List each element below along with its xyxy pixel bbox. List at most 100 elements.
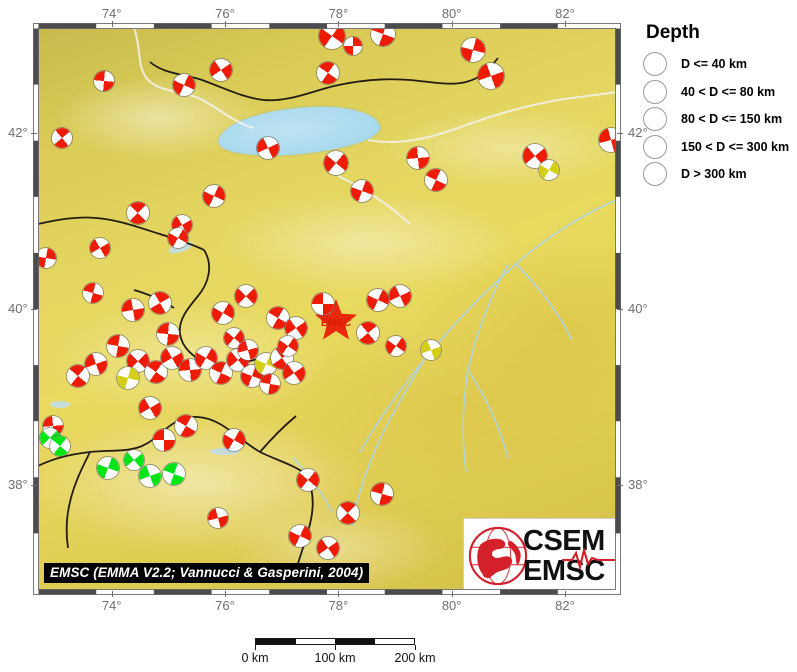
scale-bar-segment <box>335 639 375 644</box>
focal-mechanism-beachball <box>124 450 144 470</box>
lat-tick-label: 42° <box>628 125 648 141</box>
lon-tick-label: 78° <box>328 598 349 613</box>
focal-mechanism-beachball <box>425 169 447 191</box>
focal-mechanism-beachball <box>139 465 161 487</box>
focal-mechanism-beachball <box>67 365 89 387</box>
legend-item-4[interactable]: D > 300 km <box>644 162 794 186</box>
lon-tick <box>565 591 566 597</box>
terrain-raster: EMSC EMSC (EMMA V2.2; Vannucci & Gasperi… <box>38 28 616 590</box>
beachball-blue-icon <box>644 135 666 158</box>
legend-rows: D <= 40 km 40 < D <= 80 km 80 < D <= 150 k… <box>644 52 794 186</box>
focal-mechanism-beachball <box>210 59 232 81</box>
focal-mechanism-beachball <box>38 248 56 268</box>
scale-bar-tick <box>335 645 336 650</box>
focal-mechanism-beachball <box>127 202 149 224</box>
legend-item-label: D > 300 km <box>681 167 747 181</box>
focal-mechanism-beachball <box>289 525 311 547</box>
lon-tick <box>338 21 340 27</box>
scale-bar-tick <box>255 645 256 650</box>
focal-mechanism-beachball <box>139 397 161 419</box>
lon-tick <box>451 591 453 597</box>
focal-mechanism-beachball <box>208 508 228 528</box>
globe-icon <box>468 526 528 586</box>
focal-mechanism-beachball <box>149 292 171 314</box>
focal-mechanism-beachball <box>324 151 348 175</box>
legend-title: Depth <box>646 22 700 43</box>
focal-mechanism-beachball <box>122 299 144 321</box>
lon-tick <box>111 21 113 27</box>
lat-tick-label: 38° <box>628 476 648 492</box>
focal-mechanism-beachball <box>97 457 119 479</box>
emsc-logo: CSEM EMSC <box>463 518 616 590</box>
focal-mechanism-beachball <box>52 128 72 148</box>
depth-legend: Depth D <= 40 km 40 < D <= 80 km 80 < D <=… <box>644 22 794 190</box>
lat-tick <box>617 484 623 486</box>
lon-tick-label: 80° <box>441 598 462 613</box>
focal-mechanism-beachball <box>344 37 362 55</box>
scale-bar: 0 km 100 km 200 km <box>241 638 436 665</box>
lon-tick <box>451 21 453 27</box>
scale-bar-segment <box>256 639 296 644</box>
focal-mechanism-beachball <box>351 180 373 202</box>
lon-tick <box>225 21 226 27</box>
focal-mechanism-beachball <box>157 323 179 345</box>
lon-tick-label: 82° <box>555 6 575 21</box>
focal-mechanism-beachball <box>257 137 279 159</box>
focal-mechanism-beachball <box>168 228 188 248</box>
focal-mechanism-beachball <box>235 285 257 307</box>
lat-tick-label: 38° <box>8 476 28 492</box>
beachball-green-icon <box>644 108 666 130</box>
focal-mechanism-beachball <box>223 429 245 451</box>
scale-bar-label: 0 km <box>241 651 269 665</box>
lat-tick <box>31 309 37 310</box>
lon-tick <box>111 591 113 597</box>
focal-mechanism-beachball <box>539 160 559 180</box>
focal-mechanism-beachball <box>238 340 258 360</box>
lat-tick <box>617 309 623 310</box>
beachball-magenta-icon <box>644 163 666 185</box>
lon-tick <box>225 591 226 597</box>
scale-bar-label: 200 km <box>394 651 436 665</box>
focal-mechanism-beachball <box>317 62 339 84</box>
map-panel[interactable]: EMSC EMSC (EMMA V2.2; Vannucci & Gasperi… <box>33 23 621 595</box>
scale-bar-track <box>255 638 415 645</box>
focal-mechanism-beachball <box>317 537 339 559</box>
attribution-banner: EMSC (EMMA V2.2; Vannucci & Gasperini, 2… <box>44 563 370 583</box>
focal-mechanism-beachball <box>175 415 197 437</box>
focal-mechanism-beachball <box>389 285 411 307</box>
lat-tick-label: 40° <box>628 301 648 316</box>
focal-mechanism-beachball <box>203 185 225 207</box>
lat-tick <box>617 133 623 135</box>
focal-mechanism-beachball <box>337 502 359 524</box>
lon-tick-label: 80° <box>441 6 462 21</box>
lon-tick-label: 78° <box>328 6 349 21</box>
legend-item-label: D <= 40 km <box>681 57 748 71</box>
lat-tick-label: 40° <box>8 301 28 316</box>
focal-mechanism-beachball <box>407 147 429 169</box>
focal-mechanism-beachball <box>283 362 305 384</box>
focal-mechanism-beachball <box>386 336 406 356</box>
lon-tick <box>565 21 566 27</box>
scale-bar-label: 100 km <box>314 651 356 665</box>
focal-mechanism-beachball <box>153 429 175 451</box>
focal-mechanism-beachball <box>421 340 441 360</box>
focal-mechanism-beachball <box>50 436 70 456</box>
legend-item-label: 80 < D <= 150 km <box>681 112 783 126</box>
lon-tick-label: 74° <box>101 598 122 613</box>
beachball-red-icon <box>644 53 666 75</box>
focal-mechanism-beachball <box>371 483 393 505</box>
legend-item-3[interactable]: 150 < D <= 300 km <box>644 135 794 159</box>
lon-tick <box>338 591 340 597</box>
focal-mechanism-beachball <box>278 336 298 356</box>
legend-item-2[interactable]: 80 < D <= 150 km <box>644 107 794 131</box>
focal-mechanism-beachball <box>297 469 319 491</box>
focal-mechanism-beachball <box>94 71 114 91</box>
legend-item-1[interactable]: 40 < D <= 80 km <box>644 80 794 104</box>
legend-item-0[interactable]: D <= 40 km <box>644 52 794 76</box>
focal-mechanism-beachball <box>212 302 234 324</box>
focal-mechanism-beachball <box>461 38 485 62</box>
lon-tick-label: 74° <box>101 6 122 21</box>
focal-mechanism-beachball <box>478 63 504 89</box>
focal-mechanism-beachball <box>173 74 195 96</box>
focal-mechanism-beachball <box>163 463 185 485</box>
